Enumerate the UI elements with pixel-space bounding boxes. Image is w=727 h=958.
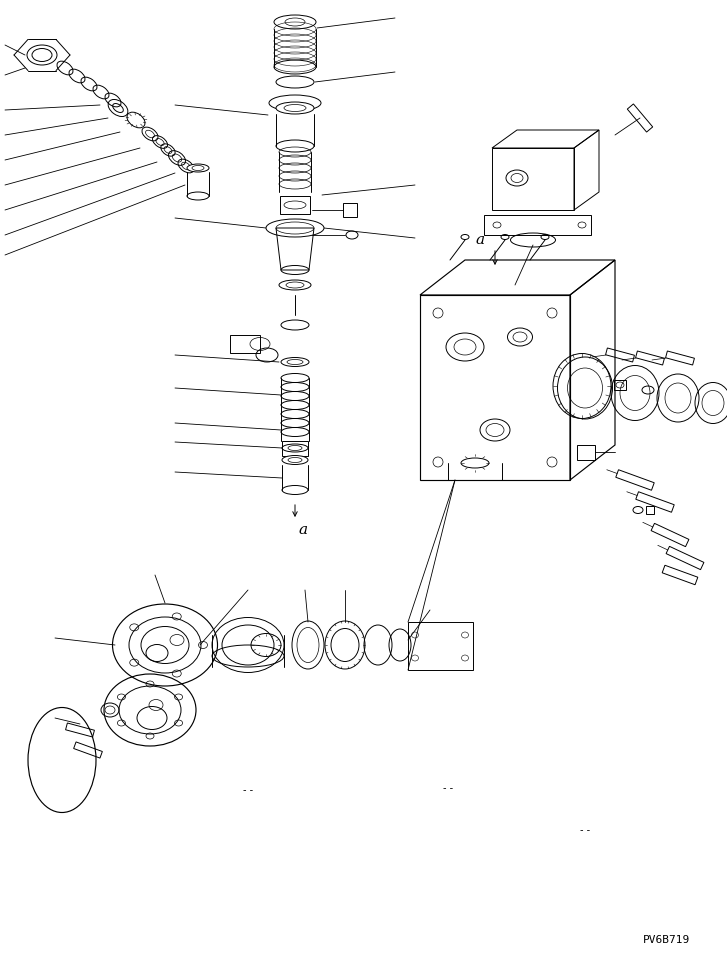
Ellipse shape <box>276 140 314 152</box>
Text: - -: - - <box>580 825 590 835</box>
Ellipse shape <box>282 455 308 465</box>
Ellipse shape <box>274 15 316 29</box>
Bar <box>420 295 570 480</box>
Ellipse shape <box>187 192 209 200</box>
Bar <box>484 215 591 235</box>
Ellipse shape <box>274 60 316 74</box>
Bar <box>408 622 473 670</box>
Bar <box>230 335 260 353</box>
Text: - -: - - <box>243 785 253 795</box>
Text: - -: - - <box>443 783 453 793</box>
Text: a: a <box>299 523 308 537</box>
Ellipse shape <box>282 486 308 494</box>
Bar <box>492 148 574 210</box>
Ellipse shape <box>276 102 314 114</box>
Text: a: a <box>475 233 485 247</box>
Ellipse shape <box>187 164 209 172</box>
Text: PV6B719: PV6B719 <box>643 935 690 945</box>
